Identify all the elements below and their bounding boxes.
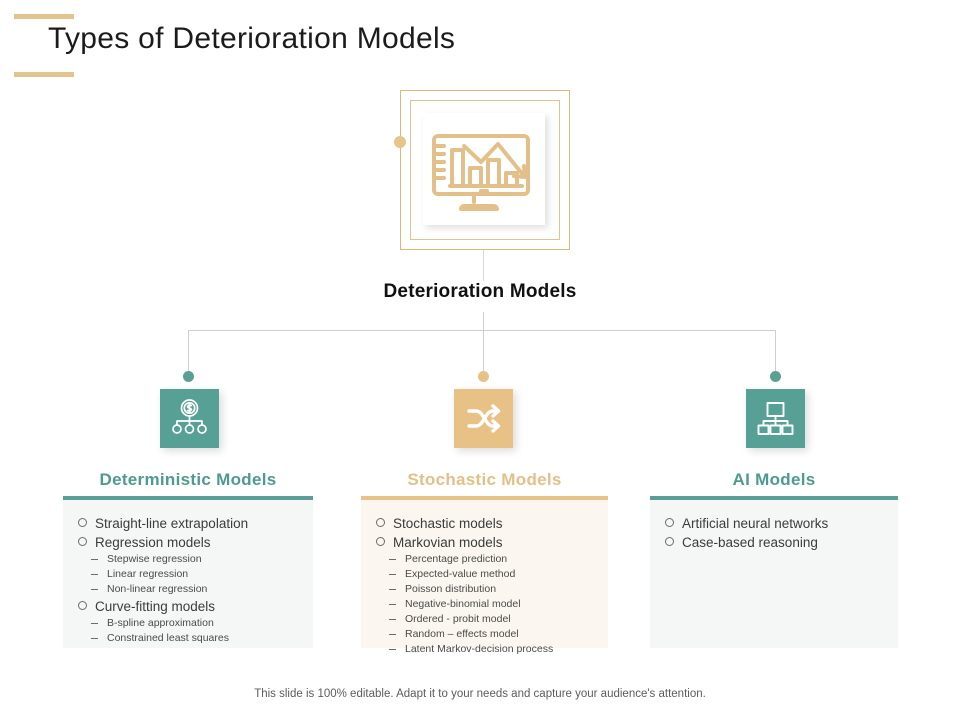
sub-bullet-list: Stepwise regression Linear regression No… — [71, 552, 309, 597]
list-item-label: Artificial neural networks — [682, 516, 829, 531]
column-rule — [650, 496, 898, 500]
sub-list-item: Latent Markov-decision process — [369, 642, 604, 657]
title-bracket-top — [14, 14, 74, 19]
bullet-dash-icon — [389, 559, 396, 560]
bullet-dash-icon — [389, 649, 396, 650]
page-title: Types of Deterioration Models — [48, 22, 456, 55]
hero-frame-outer — [400, 90, 570, 250]
bullet-dash-icon — [91, 589, 98, 590]
sub-list-item: Stepwise regression — [71, 552, 309, 567]
monitor-declining-chart-icon — [428, 128, 540, 220]
sub-list-item-label: Ordered - probit model — [405, 613, 511, 625]
node-dot-deterministic — [183, 371, 194, 382]
sub-list-item-label: Random – effects model — [405, 628, 519, 640]
sub-list-item: Random – effects model — [369, 627, 604, 642]
list-item: Artificial neural networks — [658, 514, 894, 533]
node-dot-ai — [770, 371, 781, 382]
sub-list-item-label: Latent Markov-decision process — [405, 643, 554, 655]
bullet-dash-icon — [389, 574, 396, 575]
bullet-list: Straight-line extrapolation Regression m… — [71, 514, 309, 646]
sub-bullet-list: B-spline approximation Constrained least… — [71, 616, 309, 646]
sub-list-item: Poisson distribution — [369, 582, 604, 597]
list-item-label: Stochastic models — [393, 516, 503, 531]
list-item-label: Markovian models — [393, 535, 503, 550]
sub-list-item-label: Stepwise regression — [107, 553, 202, 565]
sub-list-item-label: Poisson distribution — [405, 583, 497, 595]
column-rule — [63, 496, 313, 500]
list-item-label: Case-based reasoning — [682, 535, 818, 550]
bullet-circle-icon — [665, 537, 674, 546]
list-item: Markovian models — [369, 533, 604, 552]
sub-list-item-label: Expected-value method — [405, 568, 516, 580]
bullet-dash-icon — [91, 559, 98, 560]
sub-list-item: Constrained least squares — [71, 631, 309, 646]
bullet-dash-icon — [91, 638, 98, 639]
connector-stub-top — [483, 250, 484, 281]
list-item-label: Straight-line extrapolation — [95, 516, 249, 531]
sub-bullet-list: Percentage prediction Expected-value met… — [369, 552, 604, 657]
column-heading: Deterministic Models — [99, 470, 277, 489]
sub-list-item: Negative-binomial model — [369, 597, 604, 612]
bullet-list: Stochastic models Markovian models Perce… — [369, 514, 604, 657]
column-body: Straight-line extrapolation Regression m… — [63, 500, 313, 648]
sub-list-item: Expected-value method — [369, 567, 604, 582]
column-rule — [361, 496, 608, 500]
bullet-circle-icon — [78, 518, 87, 527]
bullet-dash-icon — [389, 589, 396, 590]
sub-list-item-label: Percentage prediction — [405, 553, 508, 565]
bullet-dash-icon — [389, 604, 396, 605]
sub-list-item: Non-linear regression — [71, 582, 309, 597]
shuffle-arrows-icon[interactable] — [454, 389, 513, 448]
list-item-label: Regression models — [95, 535, 211, 550]
sub-list-item-label: Non-linear regression — [107, 583, 208, 595]
column-heading: AI Models — [732, 470, 816, 489]
column-body: Artificial neural networks Case-based re… — [650, 500, 898, 648]
bullet-dash-icon — [91, 623, 98, 624]
bullet-dash-icon — [389, 619, 396, 620]
connector-vertical-left — [188, 330, 189, 376]
list-item: Stochastic models — [369, 514, 604, 533]
sub-list-item: B-spline approximation — [71, 616, 309, 631]
bullet-circle-icon — [376, 518, 385, 527]
sub-list-item-label: Linear regression — [107, 568, 189, 580]
list-item: Case-based reasoning — [658, 533, 894, 552]
connector-horizontal — [188, 330, 776, 331]
bullet-list: Artificial neural networks Case-based re… — [658, 514, 894, 552]
column-deterministic: Deterministic Models Straight-line extra… — [63, 470, 313, 648]
list-item: Straight-line extrapolation — [71, 514, 309, 533]
sub-list-item: Percentage prediction — [369, 552, 604, 567]
hero-frame-inner — [410, 100, 560, 240]
list-item: Curve-fitting models — [71, 597, 309, 616]
hero-accent-dot — [394, 136, 406, 148]
list-item-label: Curve-fitting models — [95, 599, 216, 614]
node-dot-stochastic — [478, 371, 489, 382]
sub-list-item-label: B-spline approximation — [107, 617, 214, 629]
bullet-circle-icon — [78, 601, 87, 610]
bullet-circle-icon — [665, 518, 674, 527]
title-bracket-bottom — [14, 72, 74, 77]
bullet-circle-icon — [376, 537, 385, 546]
column-ai: AI Models Artificial neural networks Cas… — [650, 470, 898, 648]
bullet-dash-icon — [389, 634, 396, 635]
list-item: Regression models — [71, 533, 309, 552]
column-stochastic: Stochastic Models Stochastic models Mark… — [361, 470, 608, 655]
connector-vertical-right — [775, 330, 776, 376]
sub-list-item: Linear regression — [71, 567, 309, 582]
column-heading: Stochastic Models — [407, 470, 562, 489]
sub-list-item-label: Negative-binomial model — [405, 598, 521, 610]
org-chart-icon[interactable] — [746, 389, 805, 448]
connector-vertical-middle — [483, 312, 484, 376]
center-node-label: Deterioration Models — [383, 281, 577, 302]
bullet-dash-icon — [91, 574, 98, 575]
sub-list-item-label: Constrained least squares — [107, 632, 229, 644]
money-hierarchy-icon[interactable] — [160, 389, 219, 448]
slide-footer-note: This slide is 100% editable. Adapt it to… — [254, 688, 706, 700]
sub-list-item: Ordered - probit model — [369, 612, 604, 627]
bullet-circle-icon — [78, 537, 87, 546]
column-body: Stochastic models Markovian models Perce… — [361, 500, 608, 655]
